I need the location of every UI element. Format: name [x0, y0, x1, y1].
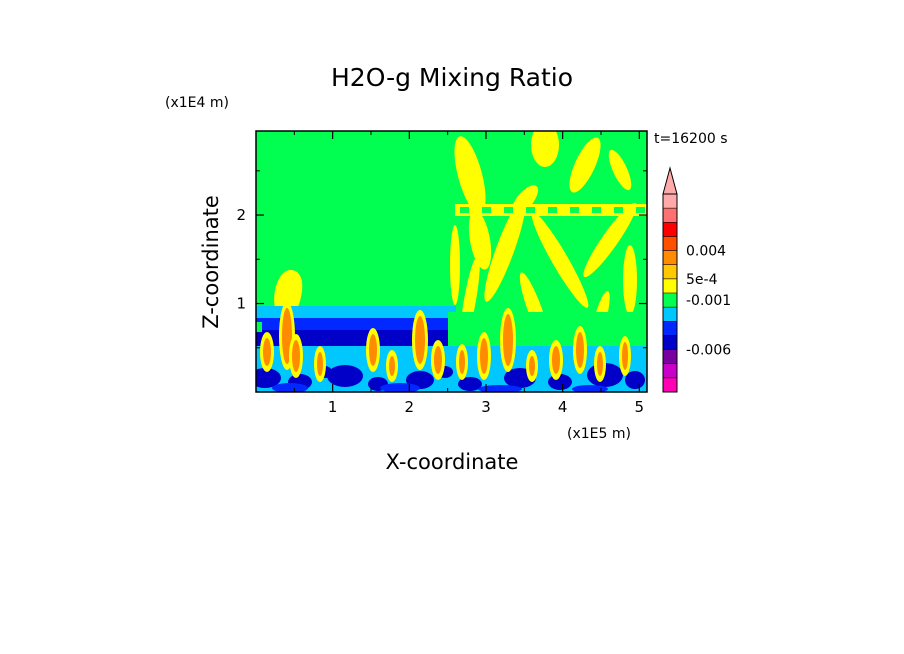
colorbar-segment [663, 363, 677, 379]
field-band [526, 207, 535, 213]
field-patch [529, 356, 535, 376]
colorbar-segment [663, 335, 677, 350]
field-band [256, 318, 452, 330]
field-band [504, 207, 513, 213]
y-tick-label: 2 [236, 206, 246, 224]
chart-title: H2O-g Mixing Ratio [331, 63, 573, 92]
field-patch [478, 385, 522, 392]
colorbar [662, 166, 678, 393]
y-axis: 12 [236, 170, 647, 349]
colorbar-segment [663, 236, 677, 251]
x-axis: 1 2 3 4 5 [293, 131, 645, 416]
heatmap-field [256, 131, 647, 392]
x-units-label: (x1E5 m) [567, 426, 631, 442]
colorbar-segment [663, 321, 677, 336]
field-band [614, 207, 623, 213]
field-patch [608, 149, 632, 191]
field-patch [450, 225, 460, 305]
field-patch [263, 338, 271, 366]
field-patch [369, 334, 377, 366]
x-tick-label: 5 [635, 398, 645, 416]
y-axis-label: Z-coordinate [199, 195, 223, 329]
colorbar-segment [663, 377, 677, 393]
y-tick-label: 1 [236, 295, 246, 313]
time-label: t=16200 s [654, 131, 728, 147]
field-patch [458, 377, 482, 391]
field-patch [484, 198, 526, 302]
colorbar-segment [663, 307, 677, 322]
field-patch [552, 346, 560, 374]
field-patch [597, 352, 603, 376]
field-patch [389, 356, 395, 376]
field-patch [569, 137, 601, 193]
field-patch [480, 338, 488, 374]
field-patch [454, 136, 486, 214]
field-patch [622, 342, 628, 370]
field-band [256, 322, 262, 332]
colorbar-segment [663, 208, 677, 223]
plot-frame [255, 130, 648, 393]
field-patch [623, 245, 637, 315]
field-patch [625, 371, 645, 389]
field-patch [415, 316, 425, 364]
field-band [636, 207, 645, 213]
field-band [256, 306, 456, 318]
y-units-label: (x1E4 m) [165, 95, 229, 111]
field-patch [256, 368, 281, 388]
colorbar-segment [663, 293, 677, 308]
colorbar-label: -0.006 [686, 343, 731, 359]
field-patch [468, 210, 492, 270]
colorbar-extend-arrow [662, 166, 678, 195]
field-patch [327, 365, 363, 387]
colorbar-frame [662, 193, 678, 393]
colorbar-label: 5e-4 [686, 272, 718, 288]
field-band [448, 312, 647, 346]
field-patch [274, 269, 303, 312]
colorbar-label: 0.004 [686, 244, 726, 260]
colorbar-segment [663, 222, 677, 237]
field-band [256, 346, 646, 360]
field-band [548, 207, 557, 213]
field-band [460, 207, 469, 213]
x-tick-label: 4 [558, 398, 568, 416]
field-patch [380, 383, 420, 392]
field-patch [572, 385, 608, 392]
field-patch [583, 202, 637, 278]
colorbar-segment [663, 264, 677, 280]
colorbar-segment [663, 349, 677, 365]
field-band [570, 207, 579, 213]
field-band [482, 207, 491, 213]
colorbar-segment [663, 250, 677, 266]
field-patch [272, 383, 308, 392]
field-patch [459, 350, 465, 374]
field-patch [317, 352, 323, 376]
colorbar-segment [663, 194, 677, 209]
field-band [592, 207, 601, 213]
x-tick-label: 1 [328, 398, 338, 416]
field-patch [531, 212, 589, 308]
colorbar-labels: 0.004 5e-4 -0.001 -0.006 [686, 244, 731, 359]
field-patch [434, 346, 442, 374]
x-tick-label: 3 [481, 398, 491, 416]
field-patch [576, 332, 584, 368]
colorbar-segment [663, 278, 677, 294]
field-patch [292, 340, 300, 372]
x-axis-label: X-coordinate [386, 450, 519, 474]
x-tick-label: 2 [405, 398, 415, 416]
colorbar-label: -0.001 [686, 293, 731, 309]
field-band [256, 330, 448, 346]
field-patch [531, 131, 559, 167]
field-patch [503, 314, 513, 366]
